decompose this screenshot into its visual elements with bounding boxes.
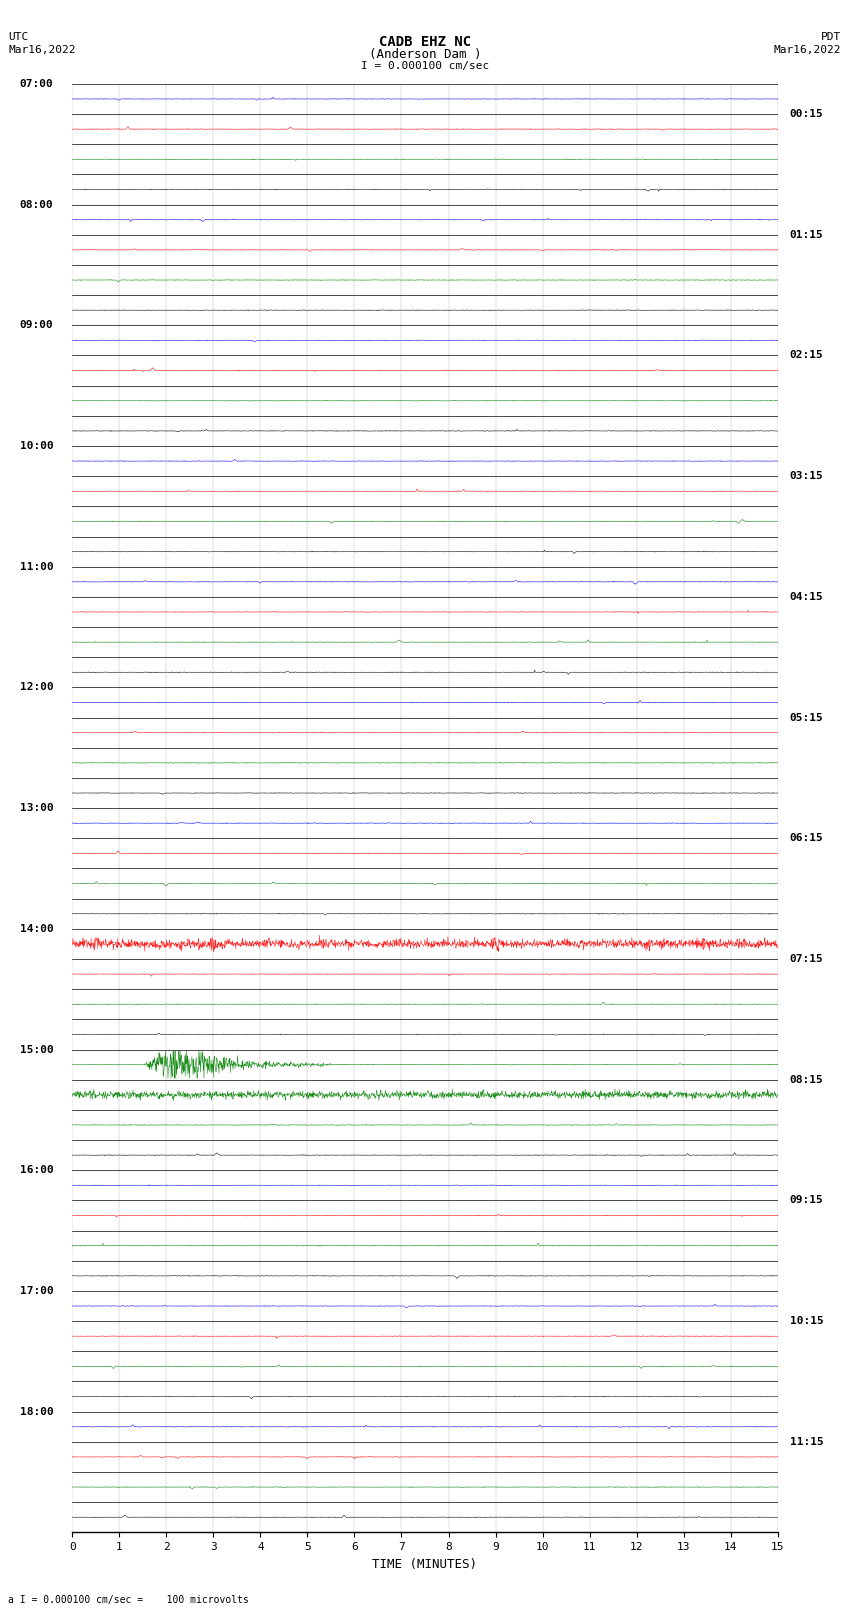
Text: 00:15: 00:15 [790,110,824,119]
Text: 12:00: 12:00 [20,682,54,692]
Text: 18:00: 18:00 [20,1407,54,1416]
X-axis label: TIME (MINUTES): TIME (MINUTES) [372,1558,478,1571]
Text: (Anderson Dam ): (Anderson Dam ) [369,48,481,61]
Text: 16:00: 16:00 [20,1165,54,1176]
Text: Mar16,2022: Mar16,2022 [8,45,76,55]
Text: 11:00: 11:00 [20,561,54,571]
Text: 09:15: 09:15 [790,1195,824,1205]
Text: 13:00: 13:00 [20,803,54,813]
Text: 09:00: 09:00 [20,321,54,331]
Text: 07:15: 07:15 [790,953,824,965]
Text: 06:15: 06:15 [790,834,824,844]
Text: 08:00: 08:00 [20,200,54,210]
Text: 01:15: 01:15 [790,229,824,240]
Text: 04:15: 04:15 [790,592,824,602]
Text: a I = 0.000100 cm/sec =    100 microvolts: a I = 0.000100 cm/sec = 100 microvolts [8,1595,249,1605]
Text: CADB EHZ NC: CADB EHZ NC [379,35,471,50]
Text: 11:15: 11:15 [790,1437,824,1447]
Text: 14:00: 14:00 [20,924,54,934]
Text: I = 0.000100 cm/sec: I = 0.000100 cm/sec [361,61,489,71]
Text: 10:00: 10:00 [20,440,54,452]
Text: 05:15: 05:15 [790,713,824,723]
Text: 02:15: 02:15 [790,350,824,360]
Text: PDT: PDT [821,32,842,42]
Text: 07:00: 07:00 [20,79,54,89]
Text: 08:15: 08:15 [790,1074,824,1084]
Text: 15:00: 15:00 [20,1045,54,1055]
Text: 17:00: 17:00 [20,1286,54,1295]
Text: 10:15: 10:15 [790,1316,824,1326]
Text: UTC: UTC [8,32,29,42]
Text: Mar16,2022: Mar16,2022 [774,45,842,55]
Text: 03:15: 03:15 [790,471,824,481]
